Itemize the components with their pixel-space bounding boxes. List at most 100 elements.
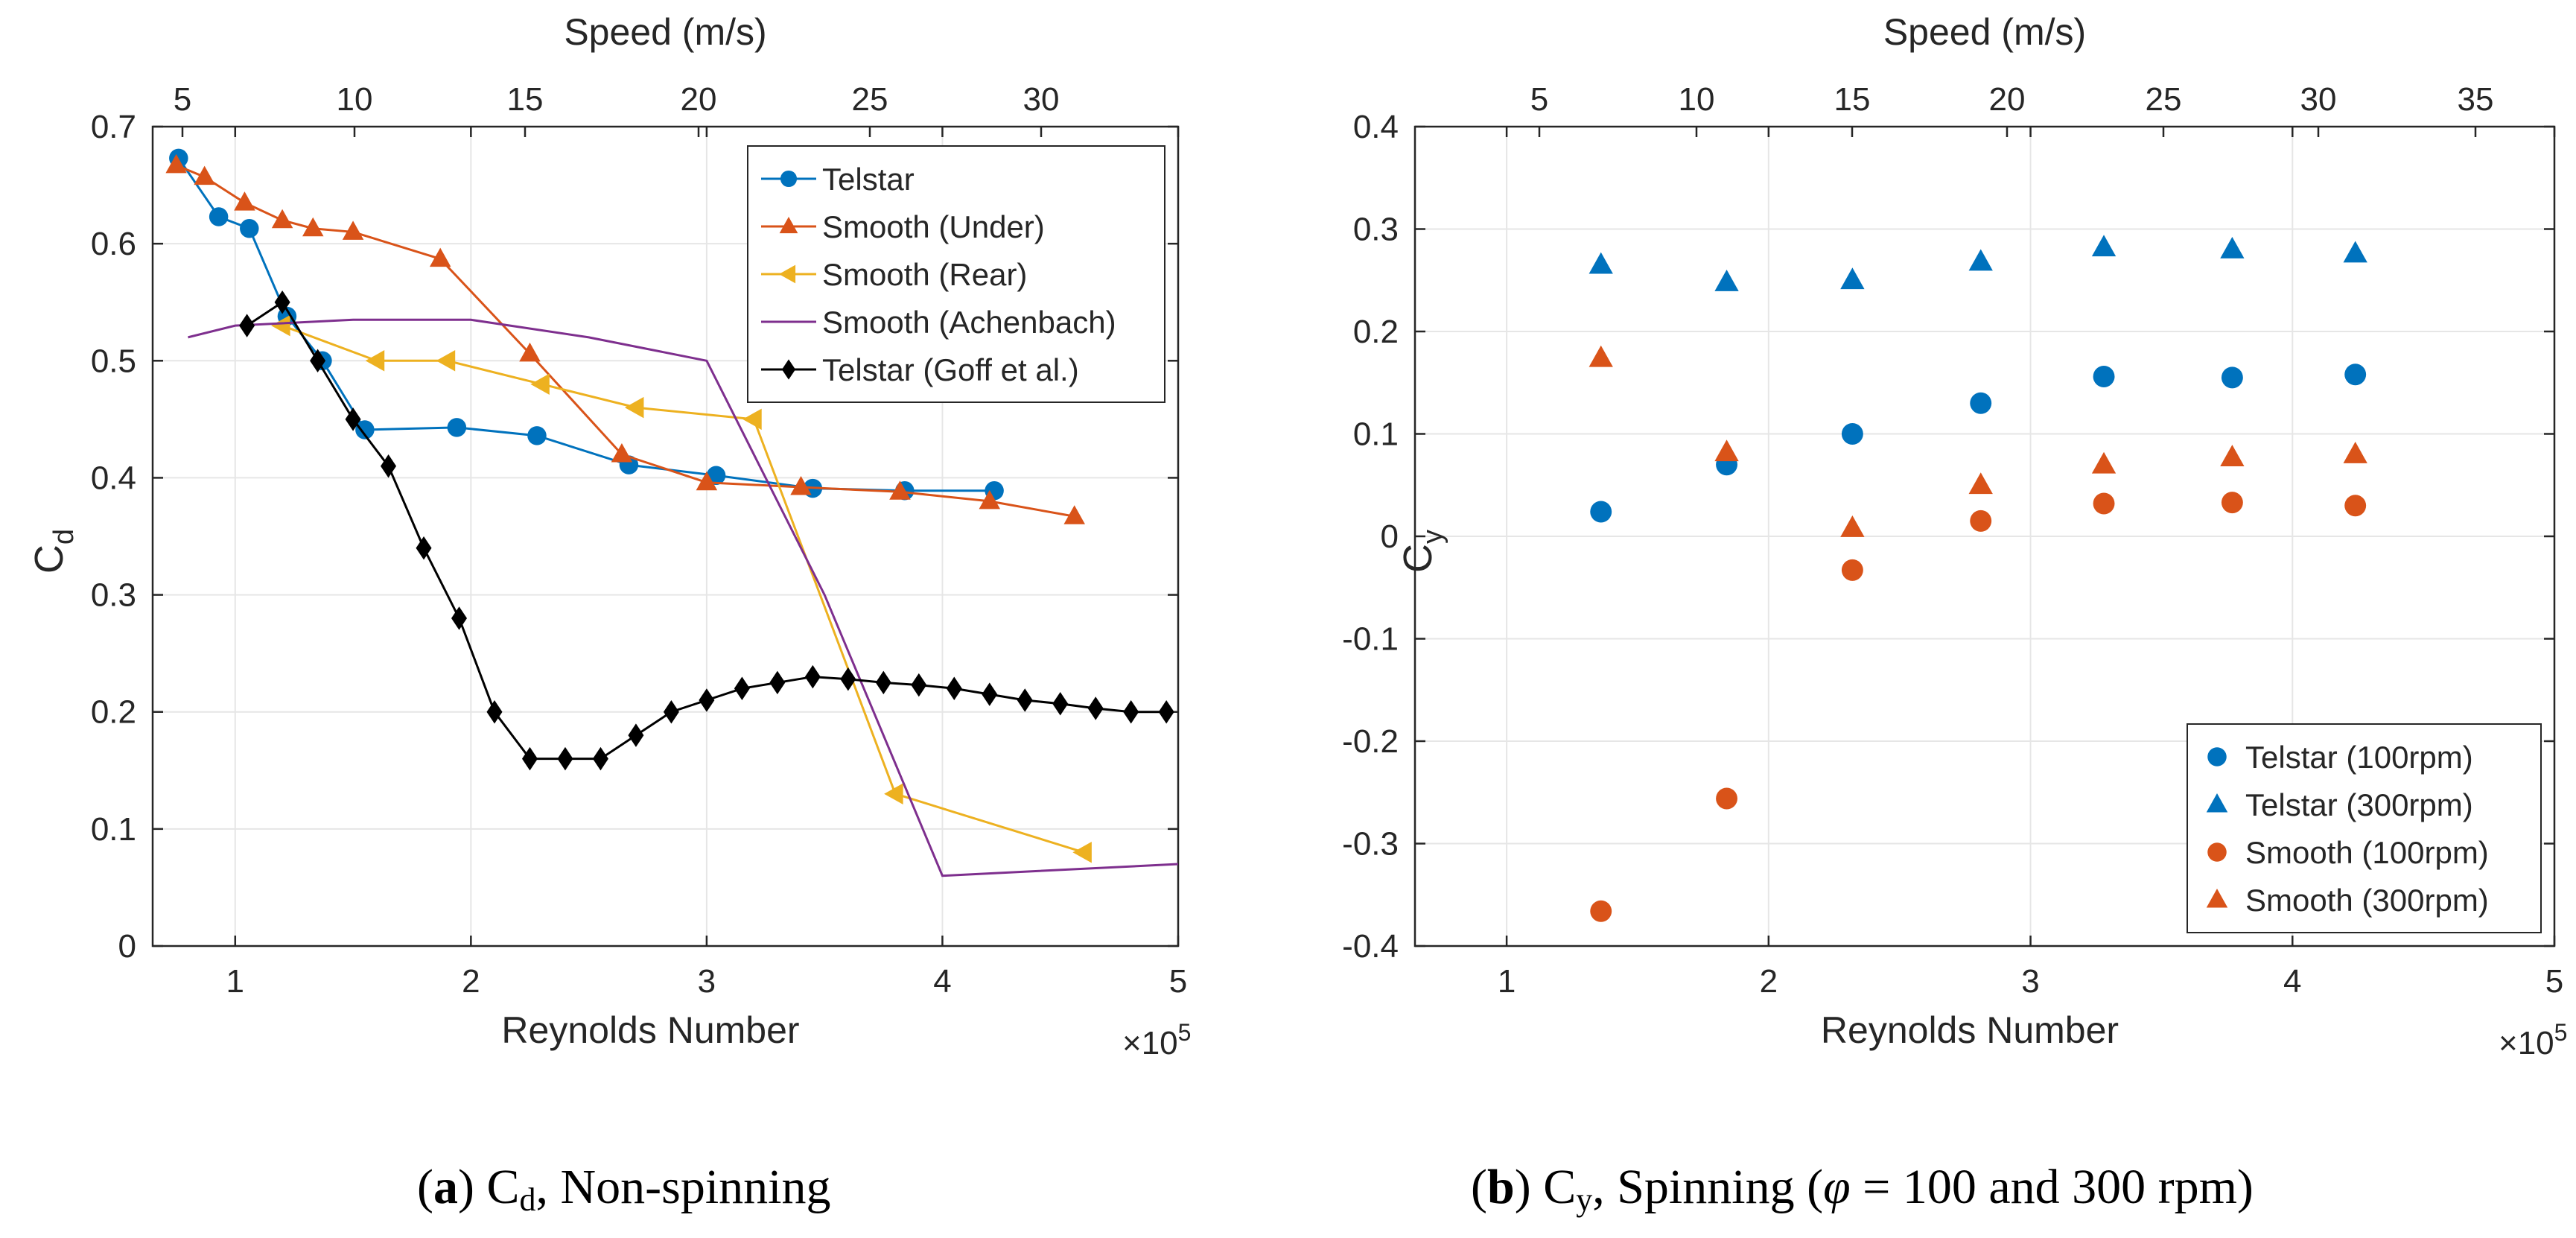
data-point [624, 396, 644, 419]
y-tick-label: 0.1 [1353, 416, 1399, 453]
data-point [911, 673, 927, 697]
caption-letter: b [1487, 1160, 1515, 1214]
caption-end: = 100 and 300 rpm) [1851, 1160, 2254, 1214]
data-point [436, 350, 456, 372]
data-point [2221, 366, 2243, 389]
data-point [1588, 252, 1613, 274]
data-point [1970, 510, 1992, 532]
y-axis-label-main: C [1396, 544, 1440, 573]
y-tick-label: -0.3 [1342, 826, 1399, 863]
data-point [804, 664, 821, 689]
data-point [345, 407, 361, 431]
data-point [429, 247, 451, 267]
y-tick-label: 0.1 [91, 811, 136, 848]
data-point [342, 220, 364, 240]
x-tick-label: 2 [1760, 963, 1778, 1000]
series-line [282, 324, 1084, 854]
x-tick-label: 3 [2021, 963, 2039, 1000]
legend-marker [2207, 842, 2227, 862]
data-point [1970, 392, 1992, 414]
caption-paren: ) [1515, 1160, 1543, 1214]
top-tick-label: 5 [1530, 81, 1548, 118]
data-point [663, 699, 679, 724]
data-point [790, 476, 812, 495]
caption-subscript: y [1576, 1181, 1592, 1218]
x-tick-label: 5 [2545, 963, 2563, 1000]
caption-paren: ( [417, 1160, 433, 1214]
data-point [979, 489, 1001, 510]
data-point [1063, 505, 1085, 524]
x-tick-label: 4 [933, 963, 951, 1000]
y-tick-label: 0.7 [91, 109, 136, 145]
data-point [982, 682, 998, 706]
data-point [530, 373, 550, 395]
data-point [2344, 495, 2367, 517]
data-point [1017, 688, 1033, 712]
data-point [2344, 364, 2367, 386]
data-point [486, 699, 503, 724]
data-point [310, 349, 326, 373]
data-point [519, 342, 541, 362]
data-point [1052, 691, 1069, 716]
data-point [209, 207, 229, 226]
top-axis-label: Speed (m/s) [1883, 11, 2086, 53]
y-axis-label-sub: y [1417, 530, 1448, 544]
caption-subscript: d [520, 1181, 536, 1218]
legend-marker [2206, 793, 2228, 813]
data-point [742, 408, 762, 431]
data-point [1968, 472, 1993, 495]
legend-marker [779, 217, 798, 234]
top-tick-label: 20 [681, 81, 717, 118]
y-tick-label: 0.2 [91, 694, 136, 731]
data-point [416, 536, 432, 560]
x-tick-label: 4 [2283, 963, 2301, 1000]
data-point [1087, 696, 1104, 720]
top-axis-label: Speed (m/s) [564, 11, 766, 53]
y-tick-label: -0.1 [1342, 621, 1399, 658]
legend: Telstar (100rpm) Telstar (300rpm) Smooth (… [2187, 723, 2542, 933]
y-tick-label: 0.2 [1353, 314, 1399, 350]
data-point [2221, 492, 2243, 514]
data-point [611, 443, 633, 463]
top-tick-label: 35 [2458, 81, 2494, 118]
x-tick-label: 1 [1498, 963, 1516, 1000]
series-group [165, 148, 1178, 877]
x-exponent-power: 5 [2554, 1019, 2568, 1046]
chart-a: 1 2 3 4 5 0 0.1 0.2 0.3 0.4 0.5 0.6 0.7 5 10 15 20 25 30 Sp… [27, 11, 1191, 1218]
legend: Telstar Smooth (Under) Smooth (Rear) Smooth… [747, 145, 1165, 403]
caption-symbol: C [486, 1160, 519, 1214]
top-tick-label: 20 [1989, 81, 2026, 118]
legend-marker [2207, 747, 2227, 766]
data-point [234, 191, 255, 211]
data-point [1841, 559, 1863, 581]
y-tick-label: 0.3 [91, 577, 136, 614]
y-axis-label: Cy [1396, 530, 1448, 573]
legend-label: Telstar (100rpm) [2245, 740, 2473, 775]
legend-marker [779, 264, 796, 284]
caption-phi: φ [1823, 1160, 1851, 1214]
x-axis-label: Reynolds Number [501, 1009, 799, 1051]
data-point [1588, 345, 1613, 367]
x-exponent-power: 5 [1178, 1019, 1192, 1046]
legend-marker [780, 170, 798, 188]
legend-label: Telstar (Goff et al.) [822, 352, 1079, 387]
x-exponent-base: ×10 [1122, 1025, 1178, 1061]
data-point [2091, 451, 2117, 474]
data-point [2343, 241, 2367, 263]
data-point [840, 667, 856, 691]
top-tick-label: 30 [1023, 81, 1060, 118]
data-point [699, 688, 715, 712]
caption-paren: ) [458, 1160, 486, 1214]
data-point [521, 746, 538, 771]
data-point [734, 676, 750, 701]
data-point [1072, 842, 1092, 863]
data-point [271, 209, 293, 229]
data-point [1714, 439, 1739, 462]
x-axis-label: Reynolds Number [1821, 1009, 2119, 1051]
legend-label: Smooth (100rpm) [2245, 835, 2489, 870]
data-point [1714, 270, 1739, 291]
y-axis-label: Cd [27, 529, 80, 574]
top-tick-label: 15 [1834, 81, 1871, 118]
y-tick-label: 0.4 [1353, 109, 1399, 145]
